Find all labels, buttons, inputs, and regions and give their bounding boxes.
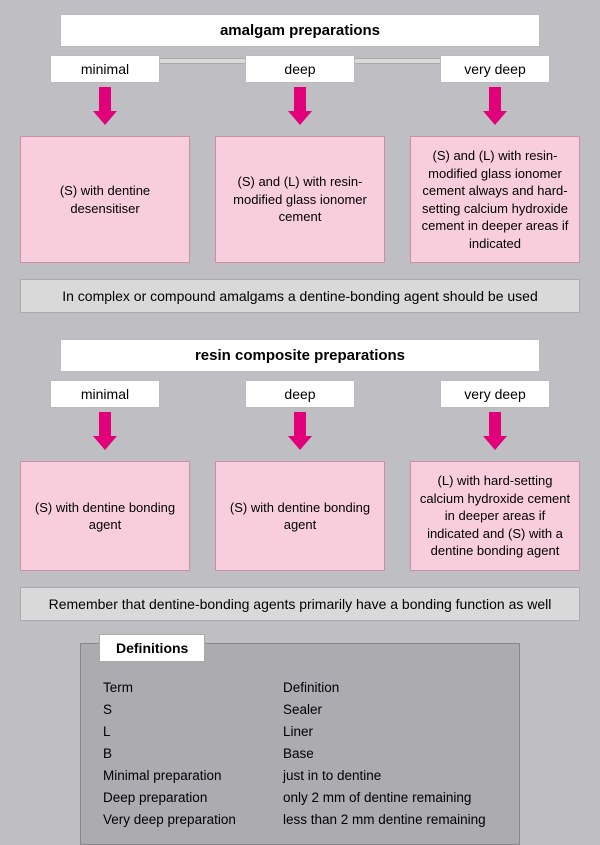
defs-row: Very deep preparationless than 2 mm dent… bbox=[103, 808, 497, 830]
arrow-icon bbox=[93, 87, 117, 130]
defs-def: Definition bbox=[283, 680, 497, 695]
defs-term: Term bbox=[103, 680, 283, 695]
defs-row: Deep preparationonly 2 mm of dentine rem… bbox=[103, 786, 497, 808]
arrow-icon bbox=[288, 412, 312, 455]
defs-def: Sealer bbox=[283, 702, 497, 717]
note-1: In complex or compound amalgams a dentin… bbox=[20, 279, 580, 313]
defs-row: Minimal preparationjust in to dentine bbox=[103, 764, 497, 786]
desc-verydeep-1: (S) and (L) with resin-modified glass io… bbox=[410, 136, 580, 263]
arrow-icon bbox=[288, 87, 312, 130]
defs-term: S bbox=[103, 702, 283, 717]
defs-term: Minimal preparation bbox=[103, 768, 283, 783]
defs-term: Very deep preparation bbox=[103, 812, 283, 827]
cat-verydeep-2: very deep bbox=[440, 380, 550, 408]
defs-row: LLiner bbox=[103, 720, 497, 742]
note-2: Remember that dentine-bonding agents pri… bbox=[20, 587, 580, 621]
cat-deep-1: deep bbox=[245, 55, 355, 83]
arrow-icon bbox=[93, 412, 117, 455]
desc-minimal-2: (S) with dentine bonding agent bbox=[20, 461, 190, 571]
arrow-icon bbox=[483, 412, 507, 455]
defs-row: BBase bbox=[103, 742, 497, 764]
defs-def: less than 2 mm dentine remaining bbox=[283, 812, 497, 827]
desc-minimal-1: (S) with dentine desensitiser bbox=[20, 136, 190, 263]
desc-deep-2: (S) with dentine bonding agent bbox=[215, 461, 385, 571]
cat-deep-2: deep bbox=[245, 380, 355, 408]
defs-def: only 2 mm of dentine remaining bbox=[283, 790, 497, 805]
cat-minimal-1: minimal bbox=[50, 55, 160, 83]
desc-deep-1: (S) and (L) with resin-modified glass io… bbox=[215, 136, 385, 263]
arrow-icon bbox=[483, 87, 507, 130]
defs-term: B bbox=[103, 746, 283, 761]
definitions-title: Definitions bbox=[99, 634, 205, 662]
defs-def: Base bbox=[283, 746, 497, 761]
definitions-table: TermDefinition SSealer LLiner BBase Mini… bbox=[81, 672, 519, 830]
defs-term: Deep preparation bbox=[103, 790, 283, 805]
defs-def: Liner bbox=[283, 724, 497, 739]
desc-verydeep-2: (L) with hard-setting calcium hydroxide … bbox=[410, 461, 580, 571]
defs-row: TermDefinition bbox=[103, 676, 497, 698]
cat-minimal-2: minimal bbox=[50, 380, 160, 408]
defs-term: L bbox=[103, 724, 283, 739]
cat-verydeep-1: very deep bbox=[440, 55, 550, 83]
defs-def: just in to dentine bbox=[283, 768, 497, 783]
section2-title: resin composite preparations bbox=[60, 339, 540, 372]
section1-title: amalgam preparations bbox=[60, 14, 540, 47]
defs-row: SSealer bbox=[103, 698, 497, 720]
